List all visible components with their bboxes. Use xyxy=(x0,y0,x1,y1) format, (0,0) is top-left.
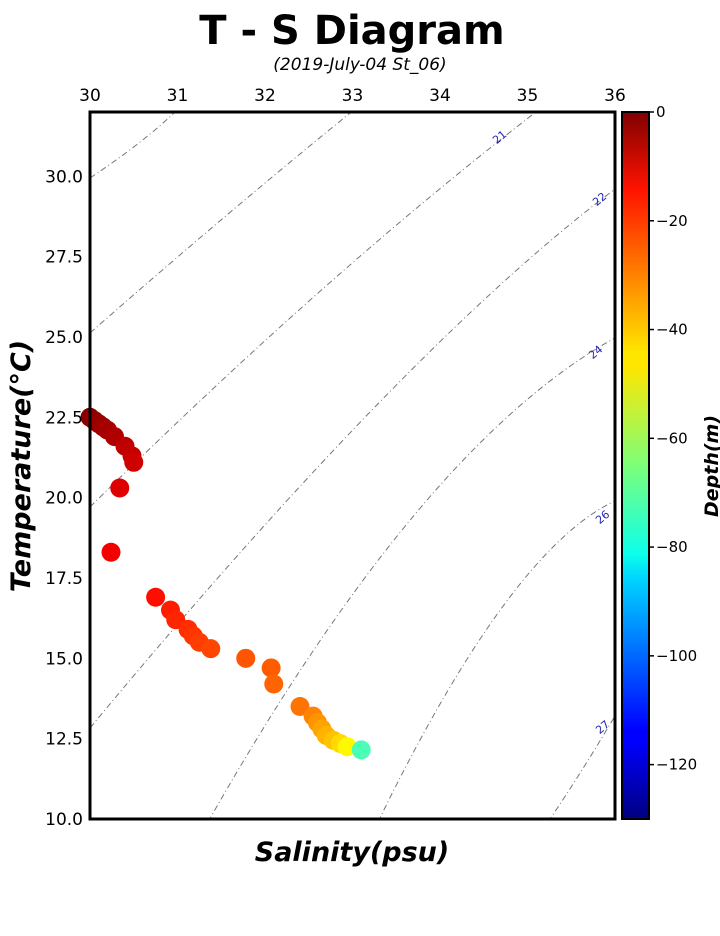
density-contour-label: 21 xyxy=(490,128,509,147)
x-tick-label: 33 xyxy=(342,86,364,106)
y-tick-label: 22.5 xyxy=(45,408,83,428)
density-contours xyxy=(90,112,615,819)
colorbar-tick-label: −20 xyxy=(656,212,688,230)
x-tick-label: 34 xyxy=(429,86,451,106)
data-point xyxy=(146,587,166,607)
data-point xyxy=(124,452,144,472)
density-contour xyxy=(549,714,615,819)
x-tick-label: 36 xyxy=(604,86,626,106)
y-tick-label: 15.0 xyxy=(45,649,83,669)
density-contour xyxy=(209,337,615,819)
colorbar-tick-label: −60 xyxy=(656,429,688,447)
x-axis-label: Salinity(psu) xyxy=(255,837,449,868)
chart-subtitle: (2019-July-04 St_06) xyxy=(273,55,446,75)
colorbar xyxy=(621,111,650,820)
density-contour-label: 26 xyxy=(593,508,612,527)
data-point xyxy=(264,674,284,694)
y-tick-label: 17.5 xyxy=(45,569,83,589)
density-contour xyxy=(378,500,615,819)
colorbar-tick-label: −100 xyxy=(656,647,697,665)
data-points xyxy=(80,407,371,760)
colorbar-tick-label: −120 xyxy=(656,756,697,774)
x-tick-label: 30 xyxy=(79,86,101,106)
data-point xyxy=(110,478,130,498)
chart-title: T - S Diagram xyxy=(199,8,504,54)
data-point xyxy=(261,658,281,678)
x-axis-ticks: 30 31 32 33 34 35 36 xyxy=(79,86,626,106)
density-contour xyxy=(90,112,176,179)
density-contour xyxy=(90,112,537,508)
plot-frame xyxy=(88,110,617,821)
y-tick-label: 10.0 xyxy=(45,810,83,830)
data-point xyxy=(351,740,371,760)
data-point xyxy=(290,697,310,717)
y-axis-label: Temperature(°C) xyxy=(6,340,37,592)
y-tick-label: 30.0 xyxy=(45,167,83,187)
colorbar-tick-label: −80 xyxy=(656,538,688,556)
density-contour xyxy=(90,112,353,334)
y-tick-label: 25.0 xyxy=(45,328,83,348)
y-axis-ticks: 10.0 12.5 15.0 17.5 20.0 22.5 25.0 27.5 30.0 xyxy=(45,167,83,830)
y-tick-label: 27.5 xyxy=(45,248,83,268)
data-point xyxy=(201,639,221,659)
colorbar-tick-label: −40 xyxy=(656,321,688,339)
colorbar-tick-label: 0 xyxy=(656,103,666,121)
x-tick-label: 31 xyxy=(167,86,189,106)
y-tick-label: 12.5 xyxy=(45,730,83,750)
density-contour xyxy=(90,188,615,729)
y-tick-label: 20.0 xyxy=(45,489,83,509)
data-point xyxy=(236,648,256,668)
data-point xyxy=(101,542,121,562)
density-contour-label: 27 xyxy=(593,718,612,737)
density-contour-label: 22 xyxy=(590,190,609,209)
x-tick-label: 35 xyxy=(517,86,539,106)
x-tick-label: 32 xyxy=(254,86,276,106)
colorbar-ticks: 0 −20 −40 −60 −80 −100 −120 xyxy=(649,103,697,774)
colorbar-label: Depth(m) xyxy=(701,415,720,517)
